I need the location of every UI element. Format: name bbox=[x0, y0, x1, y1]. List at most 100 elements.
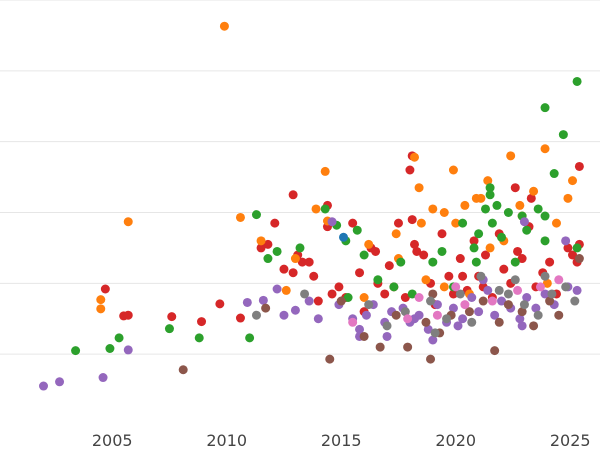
data-point bbox=[281, 285, 291, 295]
data-point bbox=[355, 268, 365, 278]
data-point bbox=[490, 346, 500, 356]
data-point bbox=[380, 289, 390, 299]
data-point bbox=[389, 282, 399, 292]
data-point bbox=[320, 204, 330, 214]
data-point bbox=[304, 257, 314, 267]
data-point bbox=[167, 312, 177, 322]
data-point bbox=[375, 342, 385, 352]
data-point bbox=[245, 333, 255, 343]
data-point bbox=[568, 250, 578, 260]
data-point bbox=[410, 239, 420, 249]
data-point bbox=[336, 296, 346, 306]
data-point bbox=[384, 261, 394, 271]
series-3 bbox=[339, 232, 349, 242]
data-point bbox=[432, 310, 442, 320]
data-point bbox=[437, 229, 447, 239]
data-point bbox=[497, 296, 507, 306]
data-point bbox=[517, 307, 527, 317]
x-axis: 2005 2010 2015 2020 2025 bbox=[92, 431, 591, 450]
data-point bbox=[558, 130, 568, 140]
series-7 bbox=[348, 275, 564, 327]
series-0 bbox=[100, 151, 584, 327]
data-point bbox=[405, 165, 415, 175]
data-point bbox=[359, 293, 369, 302]
data-point bbox=[320, 166, 330, 176]
data-point bbox=[419, 250, 429, 260]
data-point bbox=[494, 317, 504, 327]
data-point bbox=[540, 211, 550, 221]
data-point bbox=[545, 296, 555, 306]
data-point bbox=[483, 285, 493, 295]
data-point bbox=[96, 295, 106, 305]
data-point bbox=[272, 246, 282, 256]
data-point bbox=[458, 218, 468, 228]
data-point bbox=[563, 243, 573, 253]
data-point bbox=[219, 21, 229, 31]
data-point bbox=[458, 314, 468, 324]
data-point bbox=[423, 324, 433, 334]
data-point bbox=[261, 303, 271, 313]
data-point bbox=[334, 282, 344, 292]
data-point bbox=[455, 254, 465, 264]
data-point bbox=[490, 310, 500, 320]
data-point bbox=[437, 246, 447, 256]
data-point bbox=[554, 310, 564, 320]
data-point bbox=[297, 257, 307, 267]
data-point bbox=[382, 331, 392, 341]
data-point bbox=[460, 300, 470, 310]
data-point bbox=[494, 285, 504, 295]
data-point bbox=[114, 333, 124, 343]
data-point bbox=[71, 346, 81, 356]
data-point bbox=[540, 289, 550, 299]
data-point bbox=[563, 193, 573, 203]
data-point bbox=[304, 296, 314, 306]
data-point bbox=[476, 271, 486, 281]
data-point bbox=[574, 254, 584, 264]
data-point bbox=[416, 218, 426, 228]
data-point bbox=[391, 310, 401, 320]
data-point bbox=[540, 144, 550, 154]
data-point bbox=[313, 314, 323, 324]
data-point bbox=[400, 307, 410, 317]
data-point bbox=[339, 232, 349, 242]
data-point bbox=[467, 293, 477, 302]
data-point bbox=[531, 303, 541, 313]
data-point bbox=[178, 365, 188, 375]
data-point bbox=[510, 275, 520, 285]
data-point bbox=[364, 300, 374, 310]
data-point bbox=[410, 152, 420, 162]
data-point bbox=[288, 190, 298, 200]
data-point bbox=[382, 321, 392, 331]
data-point bbox=[485, 190, 495, 200]
data-point bbox=[300, 289, 310, 299]
data-point bbox=[455, 289, 465, 299]
data-point bbox=[348, 317, 358, 327]
data-point bbox=[215, 299, 225, 309]
gridlines bbox=[0, 0, 600, 355]
data-point bbox=[460, 200, 470, 210]
data-point bbox=[458, 271, 468, 281]
series-2 bbox=[71, 76, 582, 356]
x-tick-label-2020: 2020 bbox=[435, 431, 476, 450]
data-point bbox=[467, 317, 477, 327]
data-point bbox=[439, 208, 449, 217]
data-point bbox=[313, 296, 323, 306]
data-point bbox=[574, 161, 584, 171]
data-point bbox=[55, 377, 65, 387]
data-point bbox=[503, 208, 513, 217]
data-point bbox=[426, 296, 436, 306]
data-point bbox=[476, 193, 486, 203]
data-point bbox=[522, 225, 532, 235]
data-point bbox=[561, 282, 571, 292]
data-point bbox=[123, 345, 133, 355]
x-tick-label-2025: 2025 bbox=[550, 431, 591, 450]
data-point bbox=[561, 236, 571, 246]
data-point bbox=[288, 268, 298, 278]
data-point bbox=[343, 293, 353, 302]
data-point bbox=[499, 264, 509, 274]
data-point bbox=[361, 310, 371, 320]
data-point bbox=[510, 257, 520, 267]
data-point bbox=[469, 236, 479, 246]
data-point bbox=[410, 314, 420, 324]
